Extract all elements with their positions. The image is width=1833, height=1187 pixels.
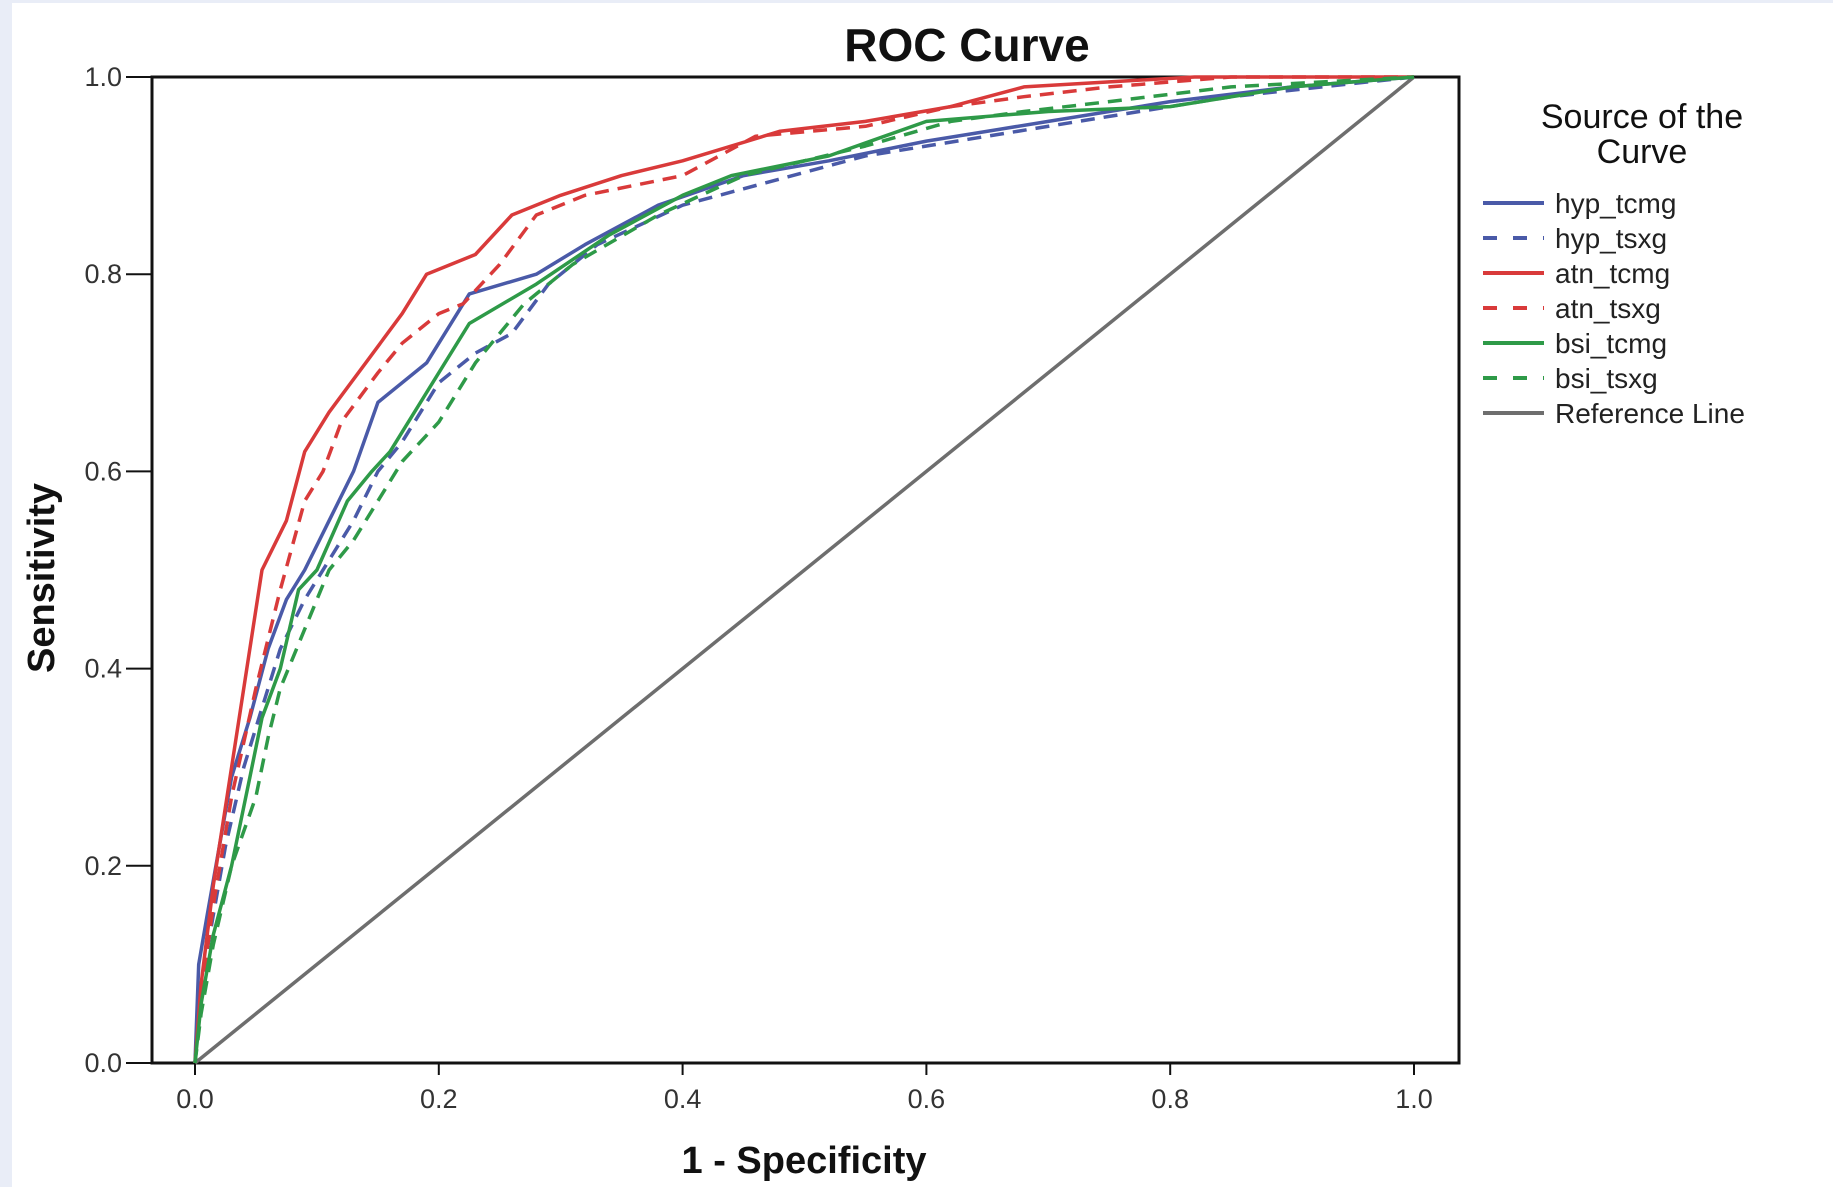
legend-label: hyp_tsxg [1555, 223, 1667, 254]
y-tick-label: 0.6 [84, 456, 122, 486]
series-line-atn_tcmg [193, 75, 1414, 1064]
series-line-reference-line [193, 75, 1416, 1065]
roc-chart: ROC Curve 0.0 0.2 0.4 0.6 0.8 1.0 0.0 0.2 0.4 0.6… [21, 19, 1745, 1182]
y-tick-label: 0.8 [84, 259, 122, 289]
legend-label: bsi_tsxg [1555, 363, 1658, 394]
y-tick-label: 0.2 [84, 851, 122, 881]
x-tick-label: 0.2 [420, 1084, 458, 1114]
series-line-bsi_tcmg [193, 75, 1415, 1064]
legend-title-line: Source of the [1541, 98, 1743, 136]
series-line-bsi_tsxg [193, 75, 1415, 1064]
series-line-hyp_tsxg [193, 75, 1415, 1064]
chart-title: ROC Curve [844, 19, 1089, 71]
x-tick-label: 0.0 [176, 1084, 214, 1114]
y-axis-title: Sensitivity [21, 483, 63, 673]
legend-label: hyp_tcmg [1555, 188, 1676, 219]
plot-border [150, 75, 1461, 1065]
plot-area: 0.0 0.2 0.4 0.6 0.8 1.0 0.0 0.2 0.4 0.6 0.8 1.0 [84, 62, 1461, 1114]
y-tick-label: 0.0 [84, 1048, 122, 1078]
x-tick-label: 0.4 [664, 1084, 702, 1114]
legend-label: atn_tsxg [1555, 293, 1661, 324]
x-axis-title: 1 - Specificity [682, 1140, 927, 1182]
y-tick-label: 1.0 [84, 62, 122, 92]
y-tick-label: 0.4 [84, 654, 122, 684]
chart-frame: ROC Curve 0.0 0.2 0.4 0.6 0.8 1.0 0.0 0.2 0.4 0.6… [12, 3, 1833, 1187]
x-tick-label: 0.6 [908, 1084, 946, 1114]
legend-label: atn_tcmg [1555, 258, 1670, 289]
x-tick-label: 0.8 [1151, 1084, 1189, 1114]
x-tick-label: 1.0 [1395, 1084, 1433, 1114]
legend-label: bsi_tcmg [1555, 328, 1667, 359]
legend-label: Reference Line [1555, 398, 1745, 429]
legend-title-line: Curve [1597, 133, 1688, 171]
